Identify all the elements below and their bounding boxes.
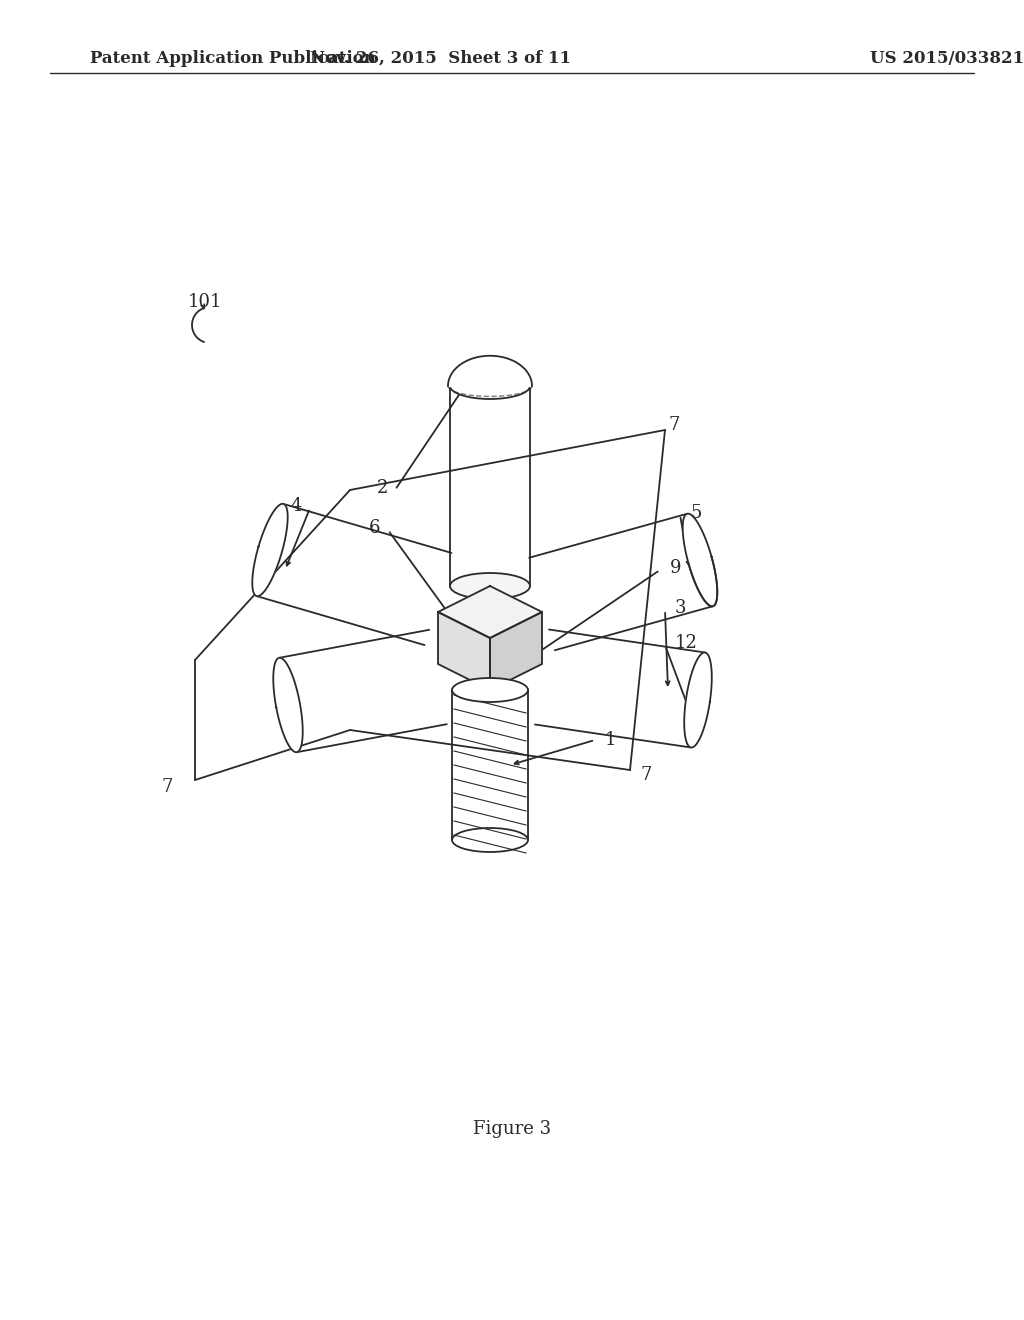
Polygon shape [684, 652, 712, 747]
Polygon shape [683, 513, 717, 606]
Text: 9: 9 [670, 558, 682, 577]
Ellipse shape [450, 374, 530, 399]
Ellipse shape [452, 678, 528, 702]
Polygon shape [438, 586, 542, 638]
Ellipse shape [452, 828, 528, 851]
Polygon shape [490, 612, 542, 690]
Text: 7: 7 [162, 777, 173, 796]
Polygon shape [438, 612, 490, 690]
Text: Figure 3: Figure 3 [473, 1119, 551, 1138]
Text: 2: 2 [377, 479, 388, 498]
Text: 101: 101 [188, 293, 222, 312]
Text: 7: 7 [640, 766, 651, 784]
Text: 3: 3 [675, 599, 686, 616]
Text: 5: 5 [690, 504, 701, 521]
Text: US 2015/0338215 A1: US 2015/0338215 A1 [870, 50, 1024, 66]
Text: Nov. 26, 2015  Sheet 3 of 11: Nov. 26, 2015 Sheet 3 of 11 [309, 50, 570, 66]
Ellipse shape [450, 573, 530, 599]
Text: 6: 6 [369, 519, 380, 537]
Text: 7: 7 [668, 416, 679, 434]
Polygon shape [273, 657, 303, 752]
Text: 1: 1 [605, 731, 616, 748]
Polygon shape [252, 504, 288, 597]
Text: 4: 4 [291, 498, 302, 515]
Text: Patent Application Publication: Patent Application Publication [90, 50, 376, 66]
Text: 12: 12 [675, 634, 698, 652]
